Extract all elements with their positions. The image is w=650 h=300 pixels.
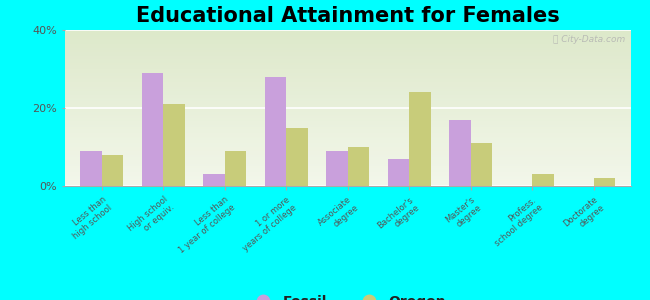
Bar [449, 120, 471, 186]
Legend: Fossil, Oregon: Fossil, Oregon [244, 290, 452, 300]
Bar [203, 174, 225, 186]
Bar [265, 77, 286, 186]
Bar [326, 151, 348, 186]
Bar [348, 147, 369, 186]
Bar [102, 155, 124, 186]
Bar [225, 151, 246, 186]
Bar [471, 143, 492, 186]
Bar [142, 73, 163, 186]
Text: ⓘ City-Data.com: ⓘ City-Data.com [552, 35, 625, 44]
Bar [163, 104, 185, 186]
Bar [532, 174, 554, 186]
Bar [593, 178, 615, 186]
Title: Educational Attainment for Females: Educational Attainment for Females [136, 6, 560, 26]
Bar [410, 92, 431, 186]
Bar [286, 128, 308, 186]
Bar [387, 159, 410, 186]
Bar [81, 151, 102, 186]
